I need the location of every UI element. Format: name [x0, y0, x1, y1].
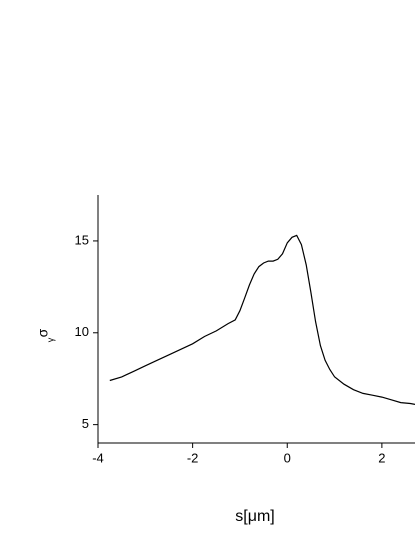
y-axis-label: σ: [35, 328, 51, 337]
y-tick-label: 15: [75, 232, 89, 247]
x-tick-label: -2: [187, 450, 199, 465]
x-tick-label: -4: [92, 450, 104, 465]
data-line: [109, 234, 415, 405]
x-tick-label: 2: [378, 450, 385, 465]
y-tick-label: 10: [75, 324, 89, 339]
y-tick-label: 5: [82, 416, 89, 431]
y-axis-label-sub: γ: [45, 337, 55, 342]
y-axis-label-group: σ γ: [35, 328, 56, 342]
x-tick-label: 0: [284, 450, 291, 465]
x-axis-label: s[μm]: [235, 508, 274, 525]
